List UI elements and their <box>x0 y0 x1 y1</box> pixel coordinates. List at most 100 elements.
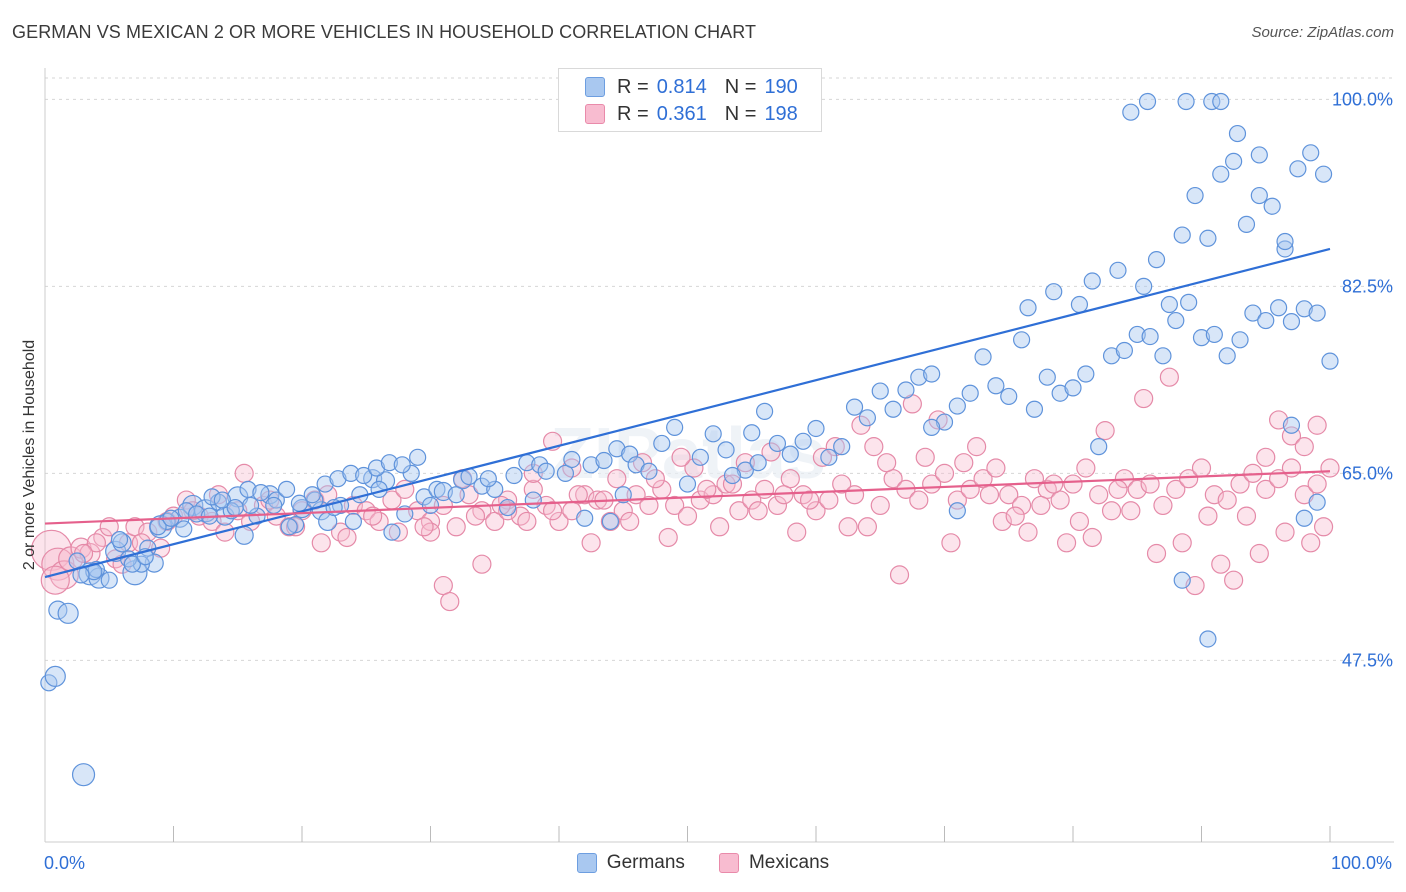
mexican-point <box>1018 522 1038 542</box>
mexican-point <box>337 527 357 548</box>
german-point <box>1038 368 1056 386</box>
mexican-point <box>639 495 659 516</box>
mexican-point <box>542 501 563 521</box>
german-point <box>807 419 825 438</box>
german-point <box>421 496 440 515</box>
mexican-point <box>330 522 351 542</box>
mexican-point <box>915 447 935 467</box>
legend-item-germans[interactable]: Germans <box>576 852 685 874</box>
german-point <box>402 464 420 482</box>
mexican-point <box>369 511 389 532</box>
german-point <box>1199 630 1217 648</box>
n-label: N = <box>724 75 757 98</box>
legend-item-mexicans[interactable]: Mexicans <box>718 852 830 874</box>
mexican-point <box>1198 506 1218 526</box>
german-point <box>1314 165 1333 183</box>
german-point <box>393 456 411 474</box>
chart-title: GERMAN VS MEXICAN 2 OR MORE VEHICLES IN … <box>12 22 757 42</box>
mexicans-trend-line <box>44 470 1331 525</box>
german-point <box>1083 272 1101 290</box>
german-point <box>987 377 1005 395</box>
y-tick-label: 100.0% <box>1332 89 1393 109</box>
x-tick-min: 0.0% <box>44 853 86 873</box>
german-point <box>234 525 254 545</box>
n-label: N = <box>724 102 757 125</box>
y-tick-label: 65.0% <box>1342 463 1393 483</box>
mexicans-legend-label: Mexicans <box>748 852 830 873</box>
mexican-point <box>1191 458 1212 478</box>
german-point <box>1282 416 1301 434</box>
germans-swatch <box>585 77 605 97</box>
german-point <box>1070 295 1089 314</box>
mexican-point <box>979 485 1000 505</box>
german-point <box>479 470 497 488</box>
mexican-point <box>1211 554 1231 574</box>
mexican-point <box>1076 458 1096 478</box>
mexican-point <box>234 463 254 483</box>
german-point <box>531 456 549 474</box>
mexican-point <box>1320 458 1340 478</box>
mexican-point <box>472 554 492 574</box>
german-point <box>380 454 398 472</box>
mexican-point <box>967 437 987 457</box>
mexican-point <box>86 533 107 553</box>
german-point <box>1128 325 1146 344</box>
german-point <box>1228 124 1247 143</box>
mexican-point <box>575 485 595 505</box>
y-tick-labels: 47.5% 65.0% 82.5% 100.0% <box>1332 89 1393 670</box>
german-point <box>1295 509 1313 527</box>
german-point <box>1077 365 1095 383</box>
german-point <box>499 498 517 517</box>
german-point <box>1212 165 1230 183</box>
german-point <box>242 496 260 515</box>
mexican-point <box>864 437 884 457</box>
german-point <box>556 464 575 482</box>
german-point <box>717 441 735 459</box>
german-point <box>897 381 915 399</box>
mexican-point <box>761 442 781 462</box>
german-point <box>1302 144 1320 162</box>
r-label: R = <box>617 102 649 125</box>
german-point <box>277 480 296 498</box>
mexican-point <box>754 479 775 499</box>
mexican-point <box>1172 533 1192 553</box>
german-point <box>1276 232 1294 251</box>
mexican-point <box>632 453 653 473</box>
mexican-point <box>870 495 890 516</box>
german-point <box>871 382 889 400</box>
mexican-point <box>954 453 974 473</box>
mexican-point <box>1146 543 1167 564</box>
german-point <box>1167 311 1185 330</box>
mexican-point <box>1236 506 1257 526</box>
german-point <box>57 602 79 624</box>
german-point <box>1250 186 1268 205</box>
german-point <box>524 491 542 509</box>
germans-r-value: 0.814 <box>656 75 707 98</box>
german-point <box>910 368 928 386</box>
y-tick-label: 47.5% <box>1342 650 1393 670</box>
german-point <box>1064 379 1082 397</box>
mexican-point <box>433 495 453 516</box>
german-point <box>316 475 334 493</box>
german-point <box>303 486 321 504</box>
mexican-point <box>1044 474 1064 494</box>
german-point <box>884 400 902 418</box>
german-point <box>704 425 722 443</box>
german-point <box>1282 313 1301 331</box>
mexican-point <box>677 506 698 526</box>
mexican-point <box>793 485 813 505</box>
german-point <box>923 365 941 383</box>
r-label: R = <box>617 75 649 98</box>
german-point <box>948 397 966 415</box>
german-point <box>1244 304 1262 322</box>
germans-legend-label: Germans <box>606 852 685 873</box>
mexican-point <box>613 501 633 521</box>
german-point <box>563 450 581 469</box>
mexican-point <box>767 495 788 516</box>
german-point <box>486 480 504 498</box>
german-point <box>1135 277 1153 295</box>
mexican-point <box>1101 501 1122 521</box>
mexican-point <box>857 517 878 537</box>
mexican-point <box>992 511 1012 532</box>
mexican-point <box>1307 474 1327 494</box>
